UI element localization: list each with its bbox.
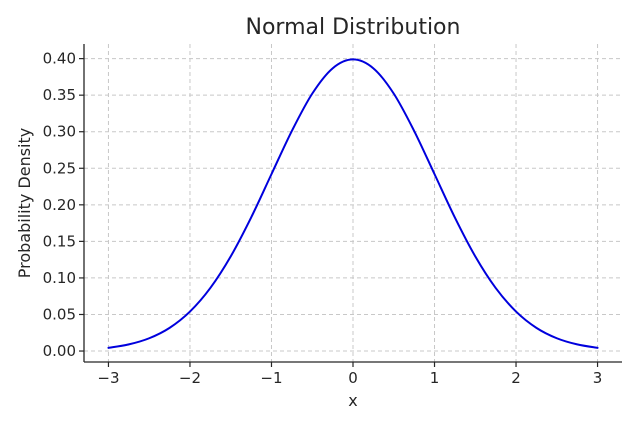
- series-layer: [107, 58, 599, 349]
- y-tick-label: 0.20: [43, 196, 76, 214]
- y-tick-label: 0.30: [43, 123, 76, 141]
- y-tick-label: 0.25: [43, 159, 76, 177]
- y-tick-label: 0.40: [43, 50, 76, 68]
- x-tick-label: 2: [511, 369, 521, 387]
- y-tick-label: 0.10: [43, 269, 76, 287]
- x-tick-label: −3: [97, 369, 119, 387]
- y-tick-label: 0.00: [43, 342, 76, 360]
- x-tick-label: 0: [348, 369, 358, 387]
- series-line: [107, 58, 599, 349]
- chart-title: Normal Distribution: [246, 15, 461, 40]
- grid: [84, 44, 622, 362]
- x-tick-label: −2: [179, 369, 201, 387]
- x-tick-label: 3: [593, 369, 603, 387]
- x-axis-ticks: −3 −2 −1 0 1 2 3: [97, 362, 602, 387]
- y-tick-label: 0.35: [43, 86, 76, 104]
- x-tick-label: −1: [260, 369, 282, 387]
- x-tick-label: 1: [430, 369, 440, 387]
- y-axis-label: Probability Density: [15, 128, 34, 279]
- y-axis-ticks: 0.00 0.05 0.10 0.15 0.20 0.25 0.30 0.35 0.40: [43, 50, 84, 360]
- y-tick-label: 0.15: [43, 232, 76, 250]
- y-tick-label: 0.05: [43, 305, 76, 323]
- x-axis-label: x: [348, 391, 357, 410]
